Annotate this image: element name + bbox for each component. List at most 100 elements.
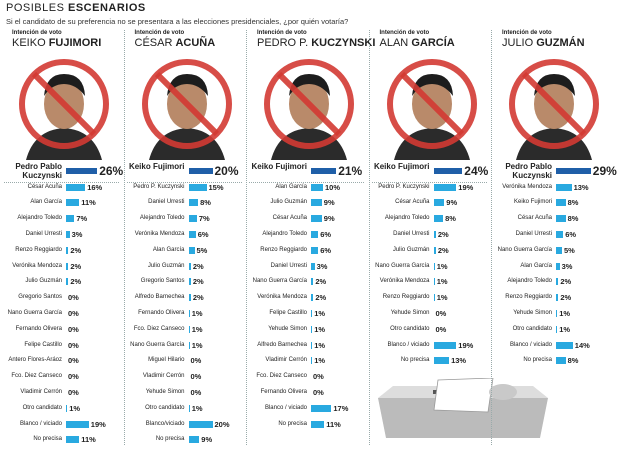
value-label: 11%	[81, 198, 96, 208]
value-label: 1%	[559, 324, 571, 334]
value-label: 6%	[565, 229, 577, 239]
category-label: Vladimir Cerrón	[142, 373, 185, 380]
first-name: PEDRO P.	[257, 37, 309, 49]
value-label: 1%	[69, 403, 81, 413]
bar	[311, 278, 314, 286]
value-label: 26%	[99, 164, 124, 178]
bar	[311, 215, 322, 223]
bar	[556, 278, 559, 286]
category-label: Renzo Reggiardo	[382, 294, 430, 301]
bar	[433, 341, 457, 349]
bar	[433, 357, 450, 365]
category-label: Alan García	[520, 262, 552, 269]
value-label: 1%	[191, 308, 203, 318]
first-name: CÉSAR	[134, 37, 173, 49]
panel-subtitle: Intención de voto	[257, 30, 307, 36]
bar	[311, 168, 337, 174]
value-label: 2%	[192, 277, 204, 287]
value-label: 3%	[316, 261, 328, 271]
first-name: KEIKO	[12, 37, 46, 49]
panel-subtitle: Intención de voto	[502, 30, 552, 36]
category-label: Fernando Olivera	[138, 309, 185, 316]
value-label: 1%	[436, 277, 448, 287]
category-label: Fco. Diez Canseco	[11, 373, 62, 380]
bar	[433, 199, 445, 207]
category-label: Otro candidato	[512, 325, 552, 332]
value-label: 1%	[191, 340, 203, 350]
value-label: 2%	[437, 245, 449, 255]
category-label: Keiko Fujimori	[373, 162, 430, 171]
value-label: 8%	[567, 198, 579, 208]
candidate-photo	[141, 59, 232, 160]
category-label: Daniel Urresti	[515, 230, 552, 237]
category-label: Julio Guzmán	[147, 262, 185, 269]
value-label: 1%	[559, 308, 571, 318]
category-label: Julio Guzmán	[392, 246, 430, 253]
value-label: 0%	[68, 340, 79, 350]
category-label: Alfredo Barnechea	[257, 341, 307, 348]
bar	[556, 215, 566, 223]
bar	[188, 246, 195, 254]
category-label: Keiko Fujimori	[128, 162, 185, 171]
category-label: Daniel Urresti	[393, 230, 430, 237]
value-label: 2%	[315, 293, 327, 303]
bar	[433, 215, 444, 223]
bar	[556, 230, 564, 238]
bar	[66, 404, 68, 412]
bar	[188, 278, 191, 286]
value-label: 2%	[560, 293, 572, 303]
category-label: Yehude Simon	[145, 388, 185, 395]
value-label: 0%	[68, 356, 79, 366]
value-label: 29%	[592, 164, 617, 178]
header-title: POSIBLES ESCENARIOS	[6, 2, 146, 14]
bar	[66, 168, 98, 174]
value-label: 5%	[564, 245, 575, 255]
bar	[433, 262, 435, 270]
category-label: Nano Guerra García	[375, 262, 430, 269]
value-label: 9%	[201, 435, 213, 445]
category-label: Verónika Mendoza	[12, 262, 62, 269]
underline	[126, 182, 242, 183]
category-label: Pedro P. Kuczynski	[378, 183, 430, 190]
category-label: Verónika Mendoza	[379, 278, 430, 285]
category-label: Blanco/viciado	[145, 420, 185, 427]
bar	[311, 341, 313, 349]
last-name: ACUÑA	[175, 37, 216, 49]
candidate-name: CÉSAR ACUÑA	[135, 37, 216, 49]
bar	[66, 420, 89, 428]
category-label: Keiko Fujimori	[251, 162, 307, 171]
value-label: 0%	[435, 324, 447, 334]
category-label: Renzo Reggiardo	[15, 246, 62, 253]
category-label: Alejandro Toledo	[507, 278, 552, 285]
category-label: No precisa	[33, 436, 62, 443]
bar	[66, 183, 86, 191]
category-label: No precisa	[523, 357, 552, 364]
candidate-name: KEIKO FUJIMORI	[12, 37, 101, 49]
category-label: Otro candidato	[390, 325, 430, 332]
bar	[188, 436, 200, 444]
category-label: Antero Flores-Aráoz	[8, 357, 62, 364]
value-label: 1%	[191, 403, 203, 413]
category-label: Alfredo Barnechea	[134, 294, 185, 301]
bar	[433, 230, 436, 238]
ballot-box	[378, 378, 548, 438]
panel-separator	[368, 30, 370, 445]
value-label: 0%	[190, 372, 202, 382]
bar	[433, 246, 436, 254]
value-label: 9%	[446, 198, 458, 208]
value-label: 1%	[314, 340, 326, 350]
bar	[311, 404, 332, 412]
bar	[556, 357, 566, 365]
bar	[188, 420, 213, 428]
value-label: 2%	[192, 293, 204, 303]
value-label: 11%	[326, 419, 341, 429]
value-label: 2%	[70, 261, 82, 271]
bar	[556, 325, 558, 333]
question: Si el candidato de su preferencia no se …	[6, 17, 349, 26]
underline	[249, 182, 364, 183]
category-label: César Acuña	[395, 199, 430, 206]
value-label: 0%	[68, 308, 79, 318]
category-label: Alejandro Toledo	[17, 215, 62, 222]
category-label: Alejandro Toledo	[139, 215, 185, 222]
